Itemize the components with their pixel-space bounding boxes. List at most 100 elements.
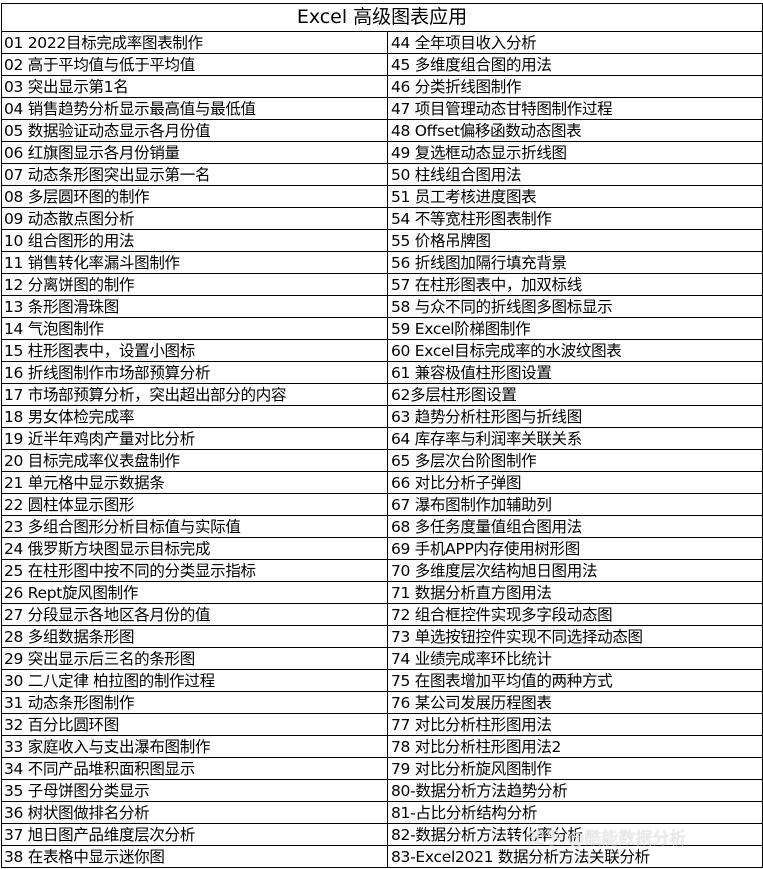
left-cell[interactable]: 38 在表格中显示迷你图 <box>2 846 388 867</box>
left-cell[interactable]: 07 动态条形图突出显示第一名 <box>2 164 388 185</box>
right-cell[interactable]: 82-数据分析方法转化率分析 <box>391 826 583 844</box>
right-cell[interactable]: 72 组合框控件实现多字段动态图 <box>391 606 613 624</box>
right-cell[interactable]: 44 全年项目收入分析 <box>391 34 537 52</box>
table-row: 10 组合图形的用法 55 价格吊牌图 <box>2 230 762 252</box>
right-cell[interactable]: 68 多任务度量值组合图用法 <box>391 518 582 536</box>
table-row: 04 销售趋势分析显示最高值与最低值 47 项目管理动态甘特图制作过程 <box>2 98 762 120</box>
left-cell[interactable]: 02 高于平均值与低于平均值 <box>2 54 388 75</box>
left-cell[interactable]: 22 圆柱体显示图形 <box>2 494 388 515</box>
right-cell[interactable]: 79 对比分析旋风图制作 <box>391 760 552 778</box>
left-cell[interactable]: 20 目标完成率仪表盘制作 <box>2 450 388 471</box>
table-row: 02 高于平均值与低于平均值 45 多维度组合图的用法 <box>2 54 762 76</box>
right-cell[interactable]: 57 在柱形图表中，加双标线 <box>391 276 582 294</box>
right-cell[interactable]: 70 多维度层次结构旭日图用法 <box>391 562 598 580</box>
table-body: 01 2022目标完成率图表制作 44 全年项目收入分析 02 高于平均值与低于平均… <box>2 32 762 868</box>
left-cell[interactable]: 21 单元格中显示数据条 <box>2 472 388 493</box>
right-cell[interactable]: 81-占比分析结构分析 <box>391 804 538 822</box>
right-cell[interactable]: 77 对比分析柱形图用法 <box>391 716 552 734</box>
table-row: 11 销售转化率漏斗图制作 56 折线图加隔行填充背景 <box>2 252 762 274</box>
left-cell[interactable]: 04 销售趋势分析显示最高值与最低值 <box>2 98 388 119</box>
table-row: 35 子母饼图分类显示 80-数据分析方法趋势分析 <box>2 780 762 802</box>
table-row: 13 条形图滑珠图 58 与众不同的折线图多图标显示 <box>2 296 762 318</box>
right-cell[interactable]: 46 分类折线图制作 <box>391 78 522 96</box>
left-cell[interactable]: 17 市场部预算分析，突出超出部分的内容 <box>2 384 388 405</box>
left-cell[interactable]: 30 二八定律 柏拉图的制作过程 <box>2 670 388 691</box>
left-cell[interactable]: 18 男女体检完成率 <box>2 406 388 427</box>
left-cell[interactable]: 19 近半年鸡肉产量对比分析 <box>2 428 388 449</box>
left-cell[interactable]: 12 分离饼图的制作 <box>2 274 388 295</box>
right-cell[interactable]: 66 对比分析子弹图 <box>391 474 522 492</box>
right-cell[interactable]: 55 价格吊牌图 <box>391 232 491 250</box>
left-cell[interactable]: 36 树状图做排名分析 <box>2 802 388 823</box>
right-cell[interactable]: 80-数据分析方法趋势分析 <box>391 782 568 800</box>
left-cell[interactable]: 06 红旗图显示各月份销量 <box>2 142 388 163</box>
right-cell[interactable]: 64 库存率与利润率关联关系 <box>391 430 582 448</box>
table-row: 34 不同产品堆积面积图显示 79 对比分析旋风图制作 <box>2 758 762 780</box>
left-cell[interactable]: 28 多组数据条形图 <box>2 626 388 647</box>
right-cell[interactable]: 73 单选按钮控件实现不同选择动态图 <box>391 628 643 646</box>
left-cell[interactable]: 34 不同产品堆积面积图显示 <box>2 758 388 779</box>
table-row: 25 在柱形图中按不同的分类显示指标 70 多维度层次结构旭日图用法 <box>2 560 762 582</box>
left-cell[interactable]: 29 突出显示后三名的条形图 <box>2 648 388 669</box>
right-cell[interactable]: 50 柱线组合图用法 <box>391 166 522 184</box>
chart-list-table: Excel 高级图表应用 01 2022目标完成率图表制作 44 全年项目收入分析… <box>1 3 763 868</box>
table-row: 18 男女体检完成率 63 趋势分析柱形图与折线图 <box>2 406 762 428</box>
right-cell[interactable]: 76 某公司发展历程图表 <box>391 694 552 712</box>
right-cell[interactable]: 78 对比分析柱形图用法2 <box>391 738 562 756</box>
right-cell[interactable]: 45 多维度组合图的用法 <box>391 56 552 74</box>
table-row: 36 树状图做排名分析 81-占比分析结构分析 <box>2 802 762 824</box>
table-row: 24 俄罗斯方块图显示目标完成 69 手机APP内存使用树形图 <box>2 538 762 560</box>
right-cell[interactable]: 47 项目管理动态甘特图制作过程 <box>391 100 613 118</box>
table-row: 37 旭日图产品维度层次分析 82-数据分析方法转化率分析 <box>2 824 762 846</box>
left-cell[interactable]: 27 分段显示各地区各月份的值 <box>2 604 388 625</box>
left-cell[interactable]: 33 家庭收入与支出瀑布图制作 <box>2 736 388 757</box>
left-cell[interactable]: 14 气泡图制作 <box>2 318 388 339</box>
left-cell[interactable]: 13 条形图滑珠图 <box>2 296 388 317</box>
left-cell[interactable]: 05 数据验证动态显示各月份值 <box>2 120 388 141</box>
right-cell[interactable]: 60 Excel目标完成率的水波纹图表 <box>391 342 622 360</box>
left-cell[interactable]: 32 百分比圆环图 <box>2 714 388 735</box>
right-cell[interactable]: 56 折线图加隔行填充背景 <box>391 254 567 272</box>
left-cell[interactable]: 37 旭日图产品维度层次分析 <box>2 824 388 845</box>
left-cell[interactable]: 01 2022目标完成率图表制作 <box>2 32 388 53</box>
table-row: 22 圆柱体显示图形 67 瀑布图制作加辅助列 <box>2 494 762 516</box>
left-cell[interactable]: 09 动态散点图分析 <box>2 208 388 229</box>
table-row: 32 百分比圆环图 77 对比分析柱形图用法 <box>2 714 762 736</box>
right-cell[interactable]: 54 不等宽柱形图表制作 <box>391 210 552 228</box>
table-row: 12 分离饼图的制作 57 在柱形图表中，加双标线 <box>2 274 762 296</box>
left-cell[interactable]: 31 动态条形图制作 <box>2 692 388 713</box>
right-cell[interactable]: 83-Excel2021 数据分析方法关联分析 <box>391 848 650 866</box>
left-cell[interactable]: 25 在柱形图中按不同的分类显示指标 <box>2 560 388 581</box>
right-cell[interactable]: 67 瀑布图制作加辅助列 <box>391 496 552 514</box>
left-cell[interactable]: 24 俄罗斯方块图显示目标完成 <box>2 538 388 559</box>
right-cell[interactable]: 49 复选框动态显示折线图 <box>391 144 567 162</box>
right-cell[interactable]: 71 数据分析直方图用法 <box>391 584 552 602</box>
left-cell[interactable]: 35 子母饼图分类显示 <box>2 780 388 801</box>
table-row: 07 动态条形图突出显示第一名 50 柱线组合图用法 <box>2 164 762 186</box>
right-cell[interactable]: 75 在图表增加平均值的两种方式 <box>391 672 613 690</box>
right-cell[interactable]: 69 手机APP内存使用树形图 <box>391 540 580 558</box>
right-cell[interactable]: 63 趋势分析柱形图与折线图 <box>391 408 582 426</box>
table-row: 31 动态条形图制作 76 某公司发展历程图表 <box>2 692 762 714</box>
right-cell[interactable]: 59 Excel阶梯图制作 <box>391 320 531 338</box>
table-row: 30 二八定律 柏拉图的制作过程 75 在图表增加平均值的两种方式 <box>2 670 762 692</box>
left-cell[interactable]: 15 柱形图表中，设置小图标 <box>2 340 388 361</box>
left-cell[interactable]: 11 销售转化率漏斗图制作 <box>2 252 388 273</box>
table-row: 15 柱形图表中，设置小图标 60 Excel目标完成率的水波纹图表 <box>2 340 762 362</box>
left-cell[interactable]: 10 组合图形的用法 <box>2 230 388 251</box>
left-cell[interactable]: 23 多组合图形分析目标值与实际值 <box>2 516 388 537</box>
left-cell[interactable]: 26 Rept旋风图制作 <box>2 582 388 603</box>
left-cell[interactable]: 16 折线图制作市场部预算分析 <box>2 362 388 383</box>
right-cell[interactable]: 61 兼容极值柱形图设置 <box>391 364 552 382</box>
right-cell[interactable]: 48 Offset偏移函数动态图表 <box>391 122 582 140</box>
left-cell[interactable]: 08 多层圆环图的制作 <box>2 186 388 207</box>
left-cell[interactable]: 03 突出显示第1名 <box>2 76 388 97</box>
right-cell[interactable]: 74 业绩完成率环比统计 <box>391 650 552 668</box>
table-row: 26 Rept旋风图制作 71 数据分析直方图用法 <box>2 582 762 604</box>
table-row: 09 动态散点图分析 54 不等宽柱形图表制作 <box>2 208 762 230</box>
right-cell[interactable]: 51 员工考核进度图表 <box>391 188 537 206</box>
table-row: 08 多层圆环图的制作 51 员工考核进度图表 <box>2 186 762 208</box>
right-cell[interactable]: 62多层柱形图设置 <box>391 386 517 404</box>
right-cell[interactable]: 58 与众不同的折线图多图标显示 <box>391 298 613 316</box>
right-cell[interactable]: 65 多层次台阶图制作 <box>391 452 537 470</box>
